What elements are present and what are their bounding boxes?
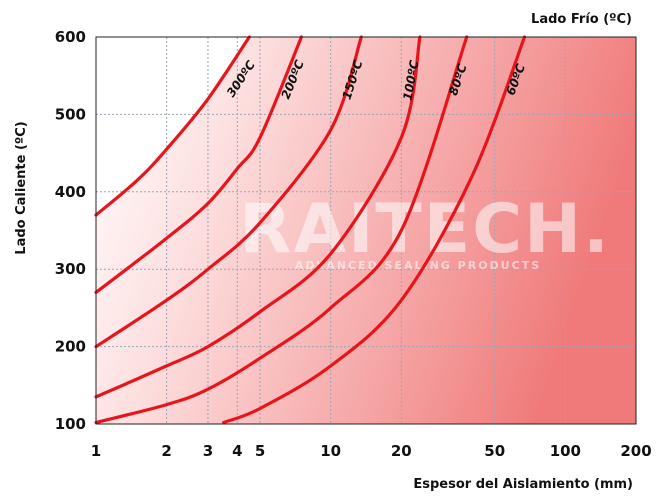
series-line [94,35,422,399]
x-tick-label: 50 [484,442,505,460]
x-tick-label: 4 [232,442,242,460]
y-tick-label: 200 [55,338,86,356]
series-lines [94,35,527,425]
watermark: RAITECH. ADVANCED SEALING PRODUCTS [239,190,611,272]
watermark-main-text: RAITECH. [239,190,611,269]
series-line [94,35,251,217]
y-tick-label: 600 [55,28,86,46]
series-line [94,35,469,425]
watermark-sub-text: ADVANCED SEALING PRODUCTS [295,259,541,272]
x-tick-label: 20 [391,442,412,460]
y-tick-label: 400 [55,183,86,201]
y-tick-label: 300 [55,260,86,278]
series-line [222,35,527,425]
plot-frame [95,36,637,425]
x-tick-label: 200 [620,442,651,460]
x-tick-label: 100 [550,442,581,460]
x-tick-label: 2 [161,442,171,460]
x-tick-label: 3 [203,442,213,460]
y-axis-ticks: 100 200 300 400 500 600 [55,28,86,433]
series-line [94,35,303,294]
x-tick-label: 5 [255,442,265,460]
y-tick-label: 100 [55,415,86,433]
x-axis-title: Espesor del Aislamiento (mm) [413,477,633,492]
legend-title: Lado Frío (ºC) [531,12,632,27]
y-tick-label: 500 [55,105,86,123]
y-axis-title: Lado Caliente (ºC) [14,121,29,254]
x-tick-label: 10 [320,442,341,460]
plot-background [96,37,636,424]
x-tick-label: 1 [91,442,101,460]
x-axis-ticks: 1 2 3 4 5 10 20 50 100 200 [91,442,652,460]
series-line [94,35,363,349]
